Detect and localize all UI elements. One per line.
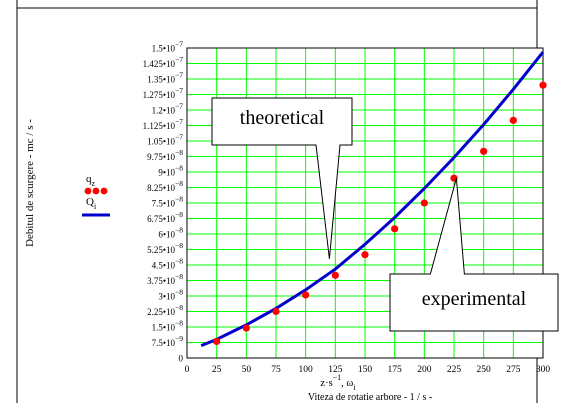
x-tick-label: 25 bbox=[212, 365, 222, 375]
data-point bbox=[480, 147, 488, 155]
x-tick-label: 0 bbox=[185, 365, 190, 375]
y-tick-label: 1.35•10−7 bbox=[147, 71, 183, 85]
y-tick-label: 1.2•10−7 bbox=[152, 102, 184, 116]
y-tick-label: 4.5•10−8 bbox=[152, 257, 184, 271]
y-tick-label: 3.75•10−8 bbox=[147, 272, 183, 286]
series-points-qz bbox=[213, 81, 547, 346]
data-point bbox=[331, 271, 339, 279]
legend: qz Qi bbox=[82, 173, 110, 217]
x-tick-label: 275 bbox=[506, 365, 521, 375]
callout-theoretical: theoretical bbox=[211, 97, 353, 259]
data-point bbox=[420, 199, 428, 207]
y-tick-label: 1.5•10−8 bbox=[152, 319, 184, 333]
x-tick-label: 175 bbox=[388, 365, 403, 375]
legend-marker-qz bbox=[84, 187, 108, 195]
callout-experimental: experimental bbox=[389, 178, 559, 332]
y-tick-label: 7.5•10−8 bbox=[152, 195, 184, 209]
y-tick-label: 6•10−8 bbox=[158, 226, 183, 240]
x-tick-label: 150 bbox=[358, 365, 373, 375]
y-tick-label: 1.5•10−7 bbox=[152, 40, 184, 54]
x-tick-label: 125 bbox=[328, 365, 343, 375]
y-tick-label: 1.425•10−7 bbox=[143, 55, 184, 69]
plot-border bbox=[186, 47, 544, 359]
y-tick-label: 5.25•10−8 bbox=[147, 241, 183, 255]
x-axis-label-title: Viteza de rotatie arbore - 1 / s - bbox=[308, 392, 432, 403]
y-axis-label: Debitul de scurgere - mc / s - bbox=[24, 119, 36, 247]
y-tick-label: 8.25•10−8 bbox=[147, 179, 183, 193]
data-point bbox=[242, 324, 250, 332]
x-tick-label: 250 bbox=[477, 365, 492, 375]
x-tick-label: 100 bbox=[299, 365, 314, 375]
x-tick-label: 75 bbox=[271, 365, 281, 375]
data-point bbox=[272, 307, 280, 316]
y-tick-label: 1.05•10−7 bbox=[147, 133, 183, 147]
legend-label-qi: Qi bbox=[86, 196, 97, 211]
legend-dot bbox=[84, 187, 92, 195]
y-tick-labels: 0 7.5•10−91.5•10−8 2.25•10−83•10−8 3.75•10−… bbox=[143, 40, 184, 364]
legend-dot bbox=[100, 187, 108, 195]
x-tick-label: 225 bbox=[447, 365, 462, 375]
x-axis-label-symbols: z·s−1, ωi bbox=[320, 373, 356, 392]
legend-label-qz: qz bbox=[86, 173, 96, 188]
callout-experimental-box bbox=[389, 178, 559, 332]
y-tick-label: 1.275•10−7 bbox=[143, 86, 184, 100]
x-tick-label: 50 bbox=[242, 365, 252, 375]
callout-theoretical-text: theoretical bbox=[240, 107, 325, 129]
y-tick-label: 0 bbox=[179, 354, 184, 364]
data-point bbox=[509, 116, 517, 124]
y-tick-label: 9•10−8 bbox=[158, 164, 183, 178]
y-tick-label: 1.125•10−7 bbox=[143, 117, 184, 131]
y-tick-label: 7.5•10−9 bbox=[152, 334, 184, 348]
callout-experimental-text: experimental bbox=[422, 288, 527, 310]
callout-theoretical-box bbox=[211, 97, 353, 259]
data-point bbox=[213, 337, 221, 346]
data-point bbox=[539, 81, 547, 89]
x-tick-label: 300 bbox=[536, 365, 551, 375]
y-tick-label: 6.75•10−8 bbox=[147, 210, 183, 224]
data-point bbox=[361, 251, 369, 259]
x-tick-label: 200 bbox=[417, 365, 432, 375]
y-tick-label: 9.75•10−8 bbox=[147, 148, 183, 162]
y-tick-label: 2.25•10−8 bbox=[147, 303, 183, 317]
y-tick-label: 3•10−8 bbox=[158, 288, 183, 302]
data-point bbox=[302, 291, 310, 299]
legend-dot bbox=[92, 187, 100, 195]
x-tick-labels: 0 25 50 75 100 125 150 175 200 225 250 275 300 bbox=[185, 365, 551, 375]
data-point bbox=[391, 225, 399, 233]
